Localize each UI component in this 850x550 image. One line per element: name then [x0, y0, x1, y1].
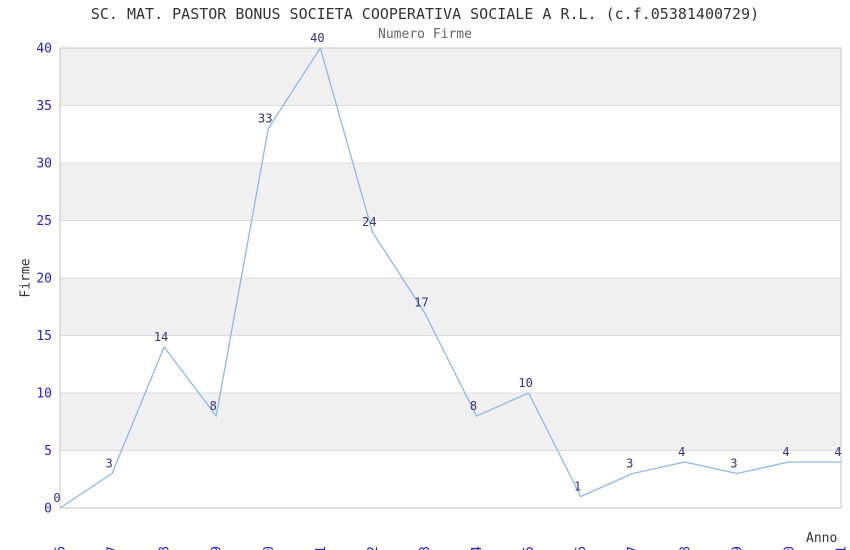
- plot-band: [60, 278, 841, 336]
- x-tick-label: 2018: [678, 546, 693, 550]
- data-point-label: 17: [414, 296, 428, 310]
- x-tick-label: 2010: [262, 546, 277, 550]
- data-point-label: 8: [470, 399, 477, 413]
- x-tick-label: 2006: [54, 546, 69, 550]
- y-tick-label: 15: [36, 329, 52, 344]
- x-axis-title: Anno: [806, 531, 838, 546]
- y-tick-label: 25: [36, 214, 52, 229]
- data-point-label: 3: [730, 457, 737, 471]
- x-tick-label: 2021: [835, 546, 850, 550]
- x-tick-label: 2017: [626, 546, 641, 550]
- x-tick-label: 2008: [158, 546, 173, 550]
- y-tick-label: 30: [36, 157, 52, 172]
- data-point-label: 4: [782, 445, 789, 459]
- chart-title: SC. MAT. PASTOR BONUS SOCIETA COOPERATIV…: [90, 5, 760, 23]
- x-tick-label: 2015: [522, 546, 537, 550]
- y-tick-label: 10: [36, 387, 52, 402]
- data-point-label: 10: [518, 376, 532, 390]
- plot-border: [59, 47, 842, 509]
- data-point-label: 40: [310, 31, 324, 45]
- data-point-label: 3: [105, 457, 112, 471]
- y-tick-label: 35: [36, 99, 52, 114]
- plot-band: [60, 163, 841, 221]
- data-point-label: 24: [362, 215, 376, 229]
- x-tick-label: 2014: [470, 546, 485, 550]
- y-tick-label: 20: [36, 272, 52, 287]
- x-tick-label: 2011: [314, 546, 329, 550]
- data-point-label: 8: [210, 399, 217, 413]
- plot-band: [60, 393, 841, 451]
- x-tick-label: 2007: [106, 546, 121, 550]
- x-tick-label: 2013: [418, 546, 433, 550]
- x-tick-label: 2020: [782, 546, 797, 550]
- data-point-label: 14: [154, 330, 168, 344]
- data-point-label: 1: [574, 480, 581, 494]
- x-tick-label: 2016: [574, 546, 589, 550]
- x-tick-label: 2012: [366, 546, 381, 550]
- data-point-label: 4: [678, 445, 685, 459]
- data-point-label: 3: [626, 457, 633, 471]
- x-tick-label: 2009: [210, 546, 225, 550]
- x-tick-label: 2019: [730, 546, 745, 550]
- series-line: [59, 47, 841, 509]
- y-tick-label: 5: [44, 444, 52, 459]
- plot-band: [60, 48, 841, 106]
- data-point-label: 33: [258, 112, 272, 126]
- data-point-label: 4: [834, 445, 841, 459]
- chart-subtitle: Numero Firme: [378, 27, 472, 42]
- y-tick-label: 0: [44, 502, 52, 517]
- data-point-label: 0: [53, 491, 60, 505]
- y-tick-label: 40: [36, 42, 52, 57]
